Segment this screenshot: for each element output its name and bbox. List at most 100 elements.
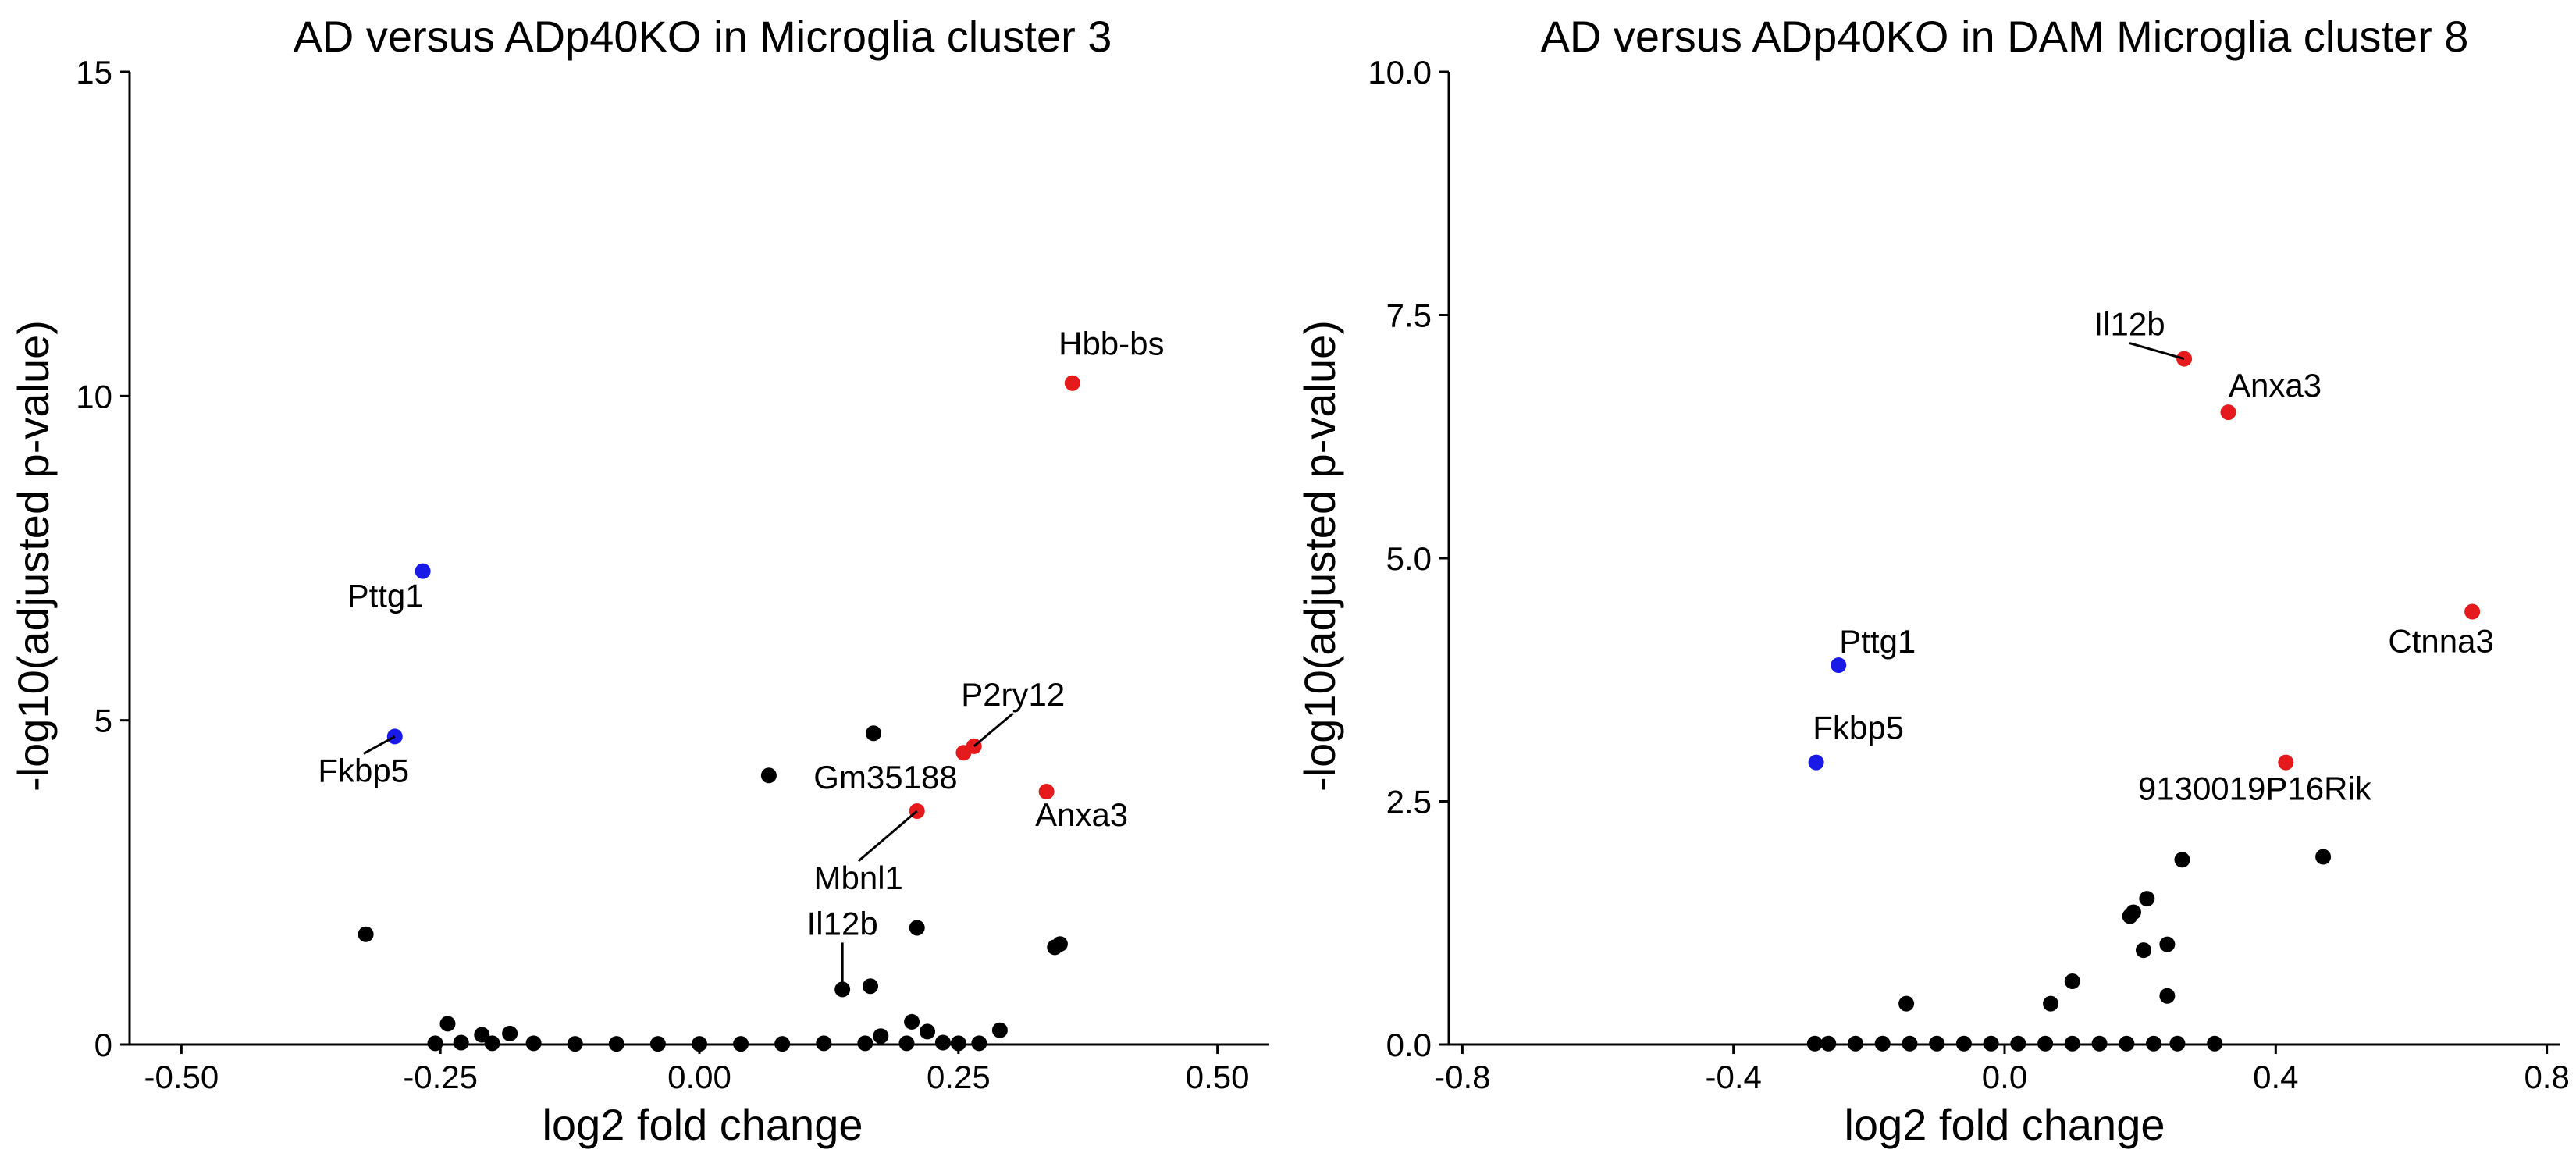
data-point <box>1820 1035 1837 1052</box>
data-point-anxa3 <box>2220 404 2236 421</box>
data-point-fkbp5 <box>1808 754 1824 771</box>
data-point <box>453 1034 469 1051</box>
data-point <box>502 1025 518 1041</box>
data-point-gm35188 <box>955 745 972 761</box>
x-tick-label: -0.4 <box>1705 1059 1761 1095</box>
x-tick-label: 0.4 <box>2253 1059 2298 1095</box>
x-tick-label: 0.25 <box>927 1059 991 1095</box>
y-tick-label: 2.5 <box>1386 784 1432 820</box>
y-tick-label: 5.0 <box>1386 540 1432 577</box>
data-point <box>525 1035 542 1052</box>
gene-label: Il12b <box>807 905 878 941</box>
data-point <box>692 1036 707 1052</box>
data-point <box>2136 942 2151 959</box>
data-point <box>2125 904 2141 920</box>
data-point <box>857 1035 873 1052</box>
data-point <box>2169 1035 2186 1052</box>
x-tick-label: -0.50 <box>144 1059 219 1095</box>
gene-label: Anxa3 <box>1035 796 1128 833</box>
data-point-pttg1 <box>415 563 431 579</box>
y-tick-label: 0 <box>94 1027 112 1063</box>
data-point <box>608 1036 624 1052</box>
x-tick-label: 0.0 <box>1982 1059 2027 1095</box>
gene-label: Il12b <box>2094 306 2165 343</box>
data-point <box>1898 995 1915 1012</box>
label-leader-line <box>857 810 918 863</box>
data-point <box>2159 936 2176 952</box>
data-point <box>2043 995 2059 1012</box>
data-point <box>816 1035 832 1052</box>
gene-label: Mbnl1 <box>814 860 903 896</box>
data-point <box>760 767 777 784</box>
gene-label: Pttg1 <box>347 578 424 614</box>
gene-label: Gm35188 <box>813 759 957 795</box>
data-point <box>909 920 925 936</box>
data-point <box>2174 852 2190 868</box>
gene-label: Fkbp5 <box>318 752 409 788</box>
data-point <box>2207 1035 2223 1052</box>
x-tick-label: -0.8 <box>1434 1059 1490 1095</box>
data-point-pttg1 <box>1831 657 1847 674</box>
x-tick-label: 0.00 <box>667 1059 731 1095</box>
data-point-anxa3 <box>1038 784 1055 800</box>
gene-label: Pttg1 <box>1839 623 1916 660</box>
data-point-9130019p16rik <box>2278 754 2294 771</box>
data-point-fkbp5 <box>386 728 403 745</box>
data-point <box>865 725 881 742</box>
data-point <box>2037 1035 2054 1052</box>
data-point <box>1847 1035 1863 1052</box>
y-tick-label: 5 <box>94 703 112 739</box>
y-axis-title: -log10(adjusted p-value) <box>1295 320 1344 792</box>
data-point <box>567 1036 583 1052</box>
data-point <box>2064 1035 2080 1052</box>
data-point <box>649 1036 666 1052</box>
label-leader-line <box>363 735 396 755</box>
volcano-panel-dam-microglia-cluster-8: AD versus ADp40KO in DAM Microglia clust… <box>1295 12 2570 1149</box>
x-tick-label: -0.25 <box>403 1059 478 1095</box>
data-point <box>484 1035 500 1052</box>
data-point <box>1874 1035 1891 1052</box>
y-tick-label: 10.0 <box>1368 54 1432 91</box>
data-point <box>1051 936 1068 952</box>
data-point <box>474 1027 490 1043</box>
volcano-panel-microglia-cluster-3: AD versus ADp40KO in Microglia cluster 3… <box>9 12 1269 1149</box>
data-point <box>971 1035 987 1052</box>
data-point <box>1929 1035 1945 1052</box>
data-point <box>439 1016 456 1032</box>
label-leader-line <box>2129 342 2185 361</box>
x-axis-title: log2 fold change <box>1844 1100 2165 1149</box>
data-point-ctnna3 <box>2464 603 2481 620</box>
data-point <box>1806 1035 1823 1052</box>
data-point <box>934 1034 951 1051</box>
gene-label: Fkbp5 <box>1813 710 1904 746</box>
data-point <box>2091 1035 2108 1052</box>
data-point <box>733 1036 749 1052</box>
data-point <box>2064 973 2080 990</box>
data-point <box>2146 1035 2162 1052</box>
chart-title: AD versus ADp40KO in Microglia cluster 3 <box>294 12 1112 61</box>
data-point <box>2119 1035 2135 1052</box>
data-point <box>2159 988 2176 1004</box>
data-point <box>2139 891 2155 907</box>
gene-label: P2ry12 <box>961 676 1065 713</box>
data-point <box>358 926 374 942</box>
gene-label: Ctnna3 <box>2388 623 2493 660</box>
x-axis-title: log2 fold change <box>542 1100 863 1149</box>
data-point <box>2315 849 2332 865</box>
data-point <box>1902 1035 1918 1052</box>
data-point <box>2010 1035 2026 1052</box>
y-tick-label: 7.5 <box>1386 297 1432 334</box>
gene-label: Anxa3 <box>2229 367 2322 404</box>
data-point <box>1955 1035 1972 1052</box>
y-tick-label: 10 <box>76 378 112 415</box>
y-axis-title: -log10(adjusted p-value) <box>9 320 58 792</box>
data-point <box>1983 1035 1999 1052</box>
data-point <box>991 1022 1008 1038</box>
gene-label: Hbb-bs <box>1059 326 1164 362</box>
data-point-hbb-bs <box>1064 375 1080 391</box>
data-point <box>898 1035 915 1052</box>
x-tick-label: 0.50 <box>1186 1059 1250 1095</box>
data-point <box>920 1023 935 1040</box>
data-point <box>904 1013 920 1030</box>
